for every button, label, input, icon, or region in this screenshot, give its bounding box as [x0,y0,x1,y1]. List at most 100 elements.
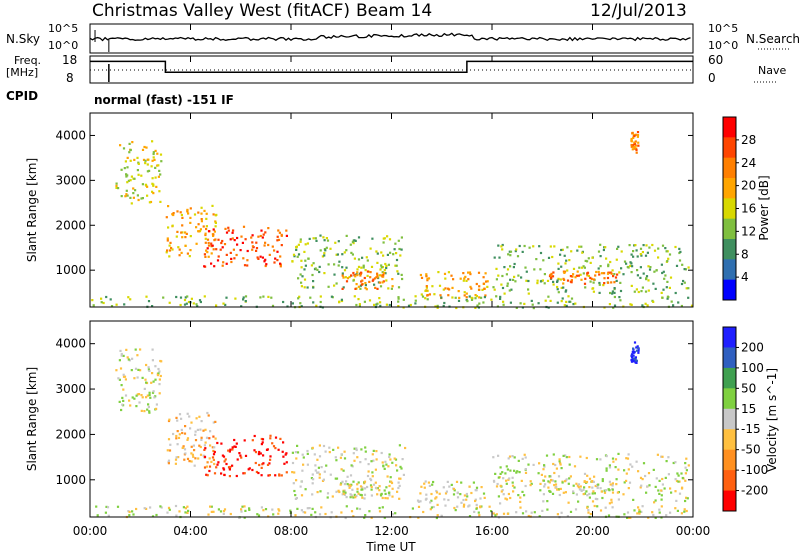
echo-cell [370,460,373,463]
echo-cell [495,295,498,298]
echo-cell [299,302,302,305]
echo-cell [426,289,429,292]
echo-cell [115,369,118,372]
echo-cell [631,148,634,151]
echo-cell [562,282,565,285]
echo-cell [609,291,612,295]
echo-cell [311,493,314,496]
xtick-label: 20:00 [575,524,610,538]
echo-cell [482,282,485,285]
echo-cell [648,268,652,271]
echo-cell [345,480,348,483]
echo-cell [513,262,516,266]
echo-cell [632,145,635,149]
echo-cell [553,484,556,487]
echo-cell [666,280,669,283]
echo-cell [661,244,665,247]
noise-tick-left-top: 10^5 [48,22,78,35]
echo-cell [462,279,465,282]
echo-cell [592,281,595,284]
echo-cell [661,271,664,275]
echo-cell [129,179,132,182]
echo-cell [324,450,327,453]
echo-cell [425,273,428,276]
echo-cell [351,240,354,243]
echo-cell [611,290,614,293]
echo-cell [557,488,560,491]
echo-cell [350,274,353,277]
echo-cell [655,269,658,272]
echo-cell [151,159,154,162]
echo-cell [578,245,581,248]
echo-cell [614,458,618,461]
echo-cell [378,510,382,513]
echo-cell [204,428,207,431]
echo-cell [196,428,199,431]
echo-cell [633,341,637,344]
colorbar-tick-label: 20 [741,179,756,193]
echo-cell [637,141,640,144]
echo-cell [397,297,400,300]
echo-cell [203,209,206,212]
echo-cell [645,244,648,247]
echo-cell [490,298,493,301]
echo-cell [355,447,358,450]
ytick-label: 3000 [55,382,86,396]
echo-cell [475,489,478,492]
echo-cell [155,407,158,410]
echo-cell [339,456,342,459]
echo-cell [611,484,614,487]
echo-cell [385,486,388,489]
echo-cell [551,479,554,482]
echo-cell [397,300,400,303]
echo-cell [553,471,556,475]
echo-cell [217,255,220,258]
echo-cell [490,510,493,513]
echo-cell [577,486,580,489]
echo-cell [346,483,349,486]
echo-cell [590,277,593,280]
echo-cell [370,485,373,488]
echo-cell [213,472,217,475]
echo-cell [353,295,356,298]
echo-cell [378,485,381,488]
echo-cell [183,303,187,306]
echo-cell [568,463,571,466]
echo-cell [157,175,160,178]
echo-cell [115,182,118,185]
echo-cell [344,516,347,520]
echo-cell [383,489,386,492]
echo-cell [145,146,148,149]
echo-cell [198,299,202,302]
echo-cell [676,472,679,475]
echo-cell [581,251,584,254]
echo-cell [230,260,233,264]
echo-cell [312,286,315,289]
echo-cell [251,234,254,237]
echo-cell [212,213,215,216]
echo-cell [228,468,231,471]
echo-cell [387,263,390,266]
echo-cell [674,291,677,295]
echo-cell [306,449,309,453]
echo-cell [137,368,140,371]
echo-cell [467,278,470,281]
echo-cell [210,262,213,265]
echo-cell [661,296,664,299]
velocity-data [95,341,690,520]
echo-cell [217,461,220,464]
echo-cell [630,138,633,141]
echo-cell [306,507,309,510]
echo-cell [560,286,563,289]
echo-cell [212,228,215,231]
echo-cell [175,295,178,299]
echo-cell [147,405,150,409]
echo-cell [338,260,341,263]
echo-cell [167,205,170,208]
echo-cell [468,271,472,274]
echo-cell [425,493,428,496]
echo-cell [547,480,550,483]
echo-cell [293,471,296,474]
echo-cell [512,278,515,281]
echo-cell [587,509,590,512]
